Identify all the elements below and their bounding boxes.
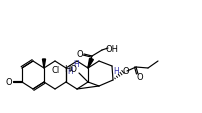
Text: H: H	[113, 67, 119, 76]
Text: O: O	[77, 50, 83, 59]
Text: Cl: Cl	[52, 66, 60, 75]
Text: O: O	[123, 67, 129, 76]
Text: HO: HO	[64, 65, 78, 74]
Text: H: H	[73, 60, 79, 69]
Text: O: O	[137, 73, 143, 82]
Polygon shape	[88, 59, 93, 68]
Text: OH: OH	[105, 44, 119, 53]
Polygon shape	[42, 59, 45, 68]
Polygon shape	[88, 59, 93, 68]
Text: H: H	[67, 67, 73, 76]
Text: O: O	[6, 78, 12, 87]
